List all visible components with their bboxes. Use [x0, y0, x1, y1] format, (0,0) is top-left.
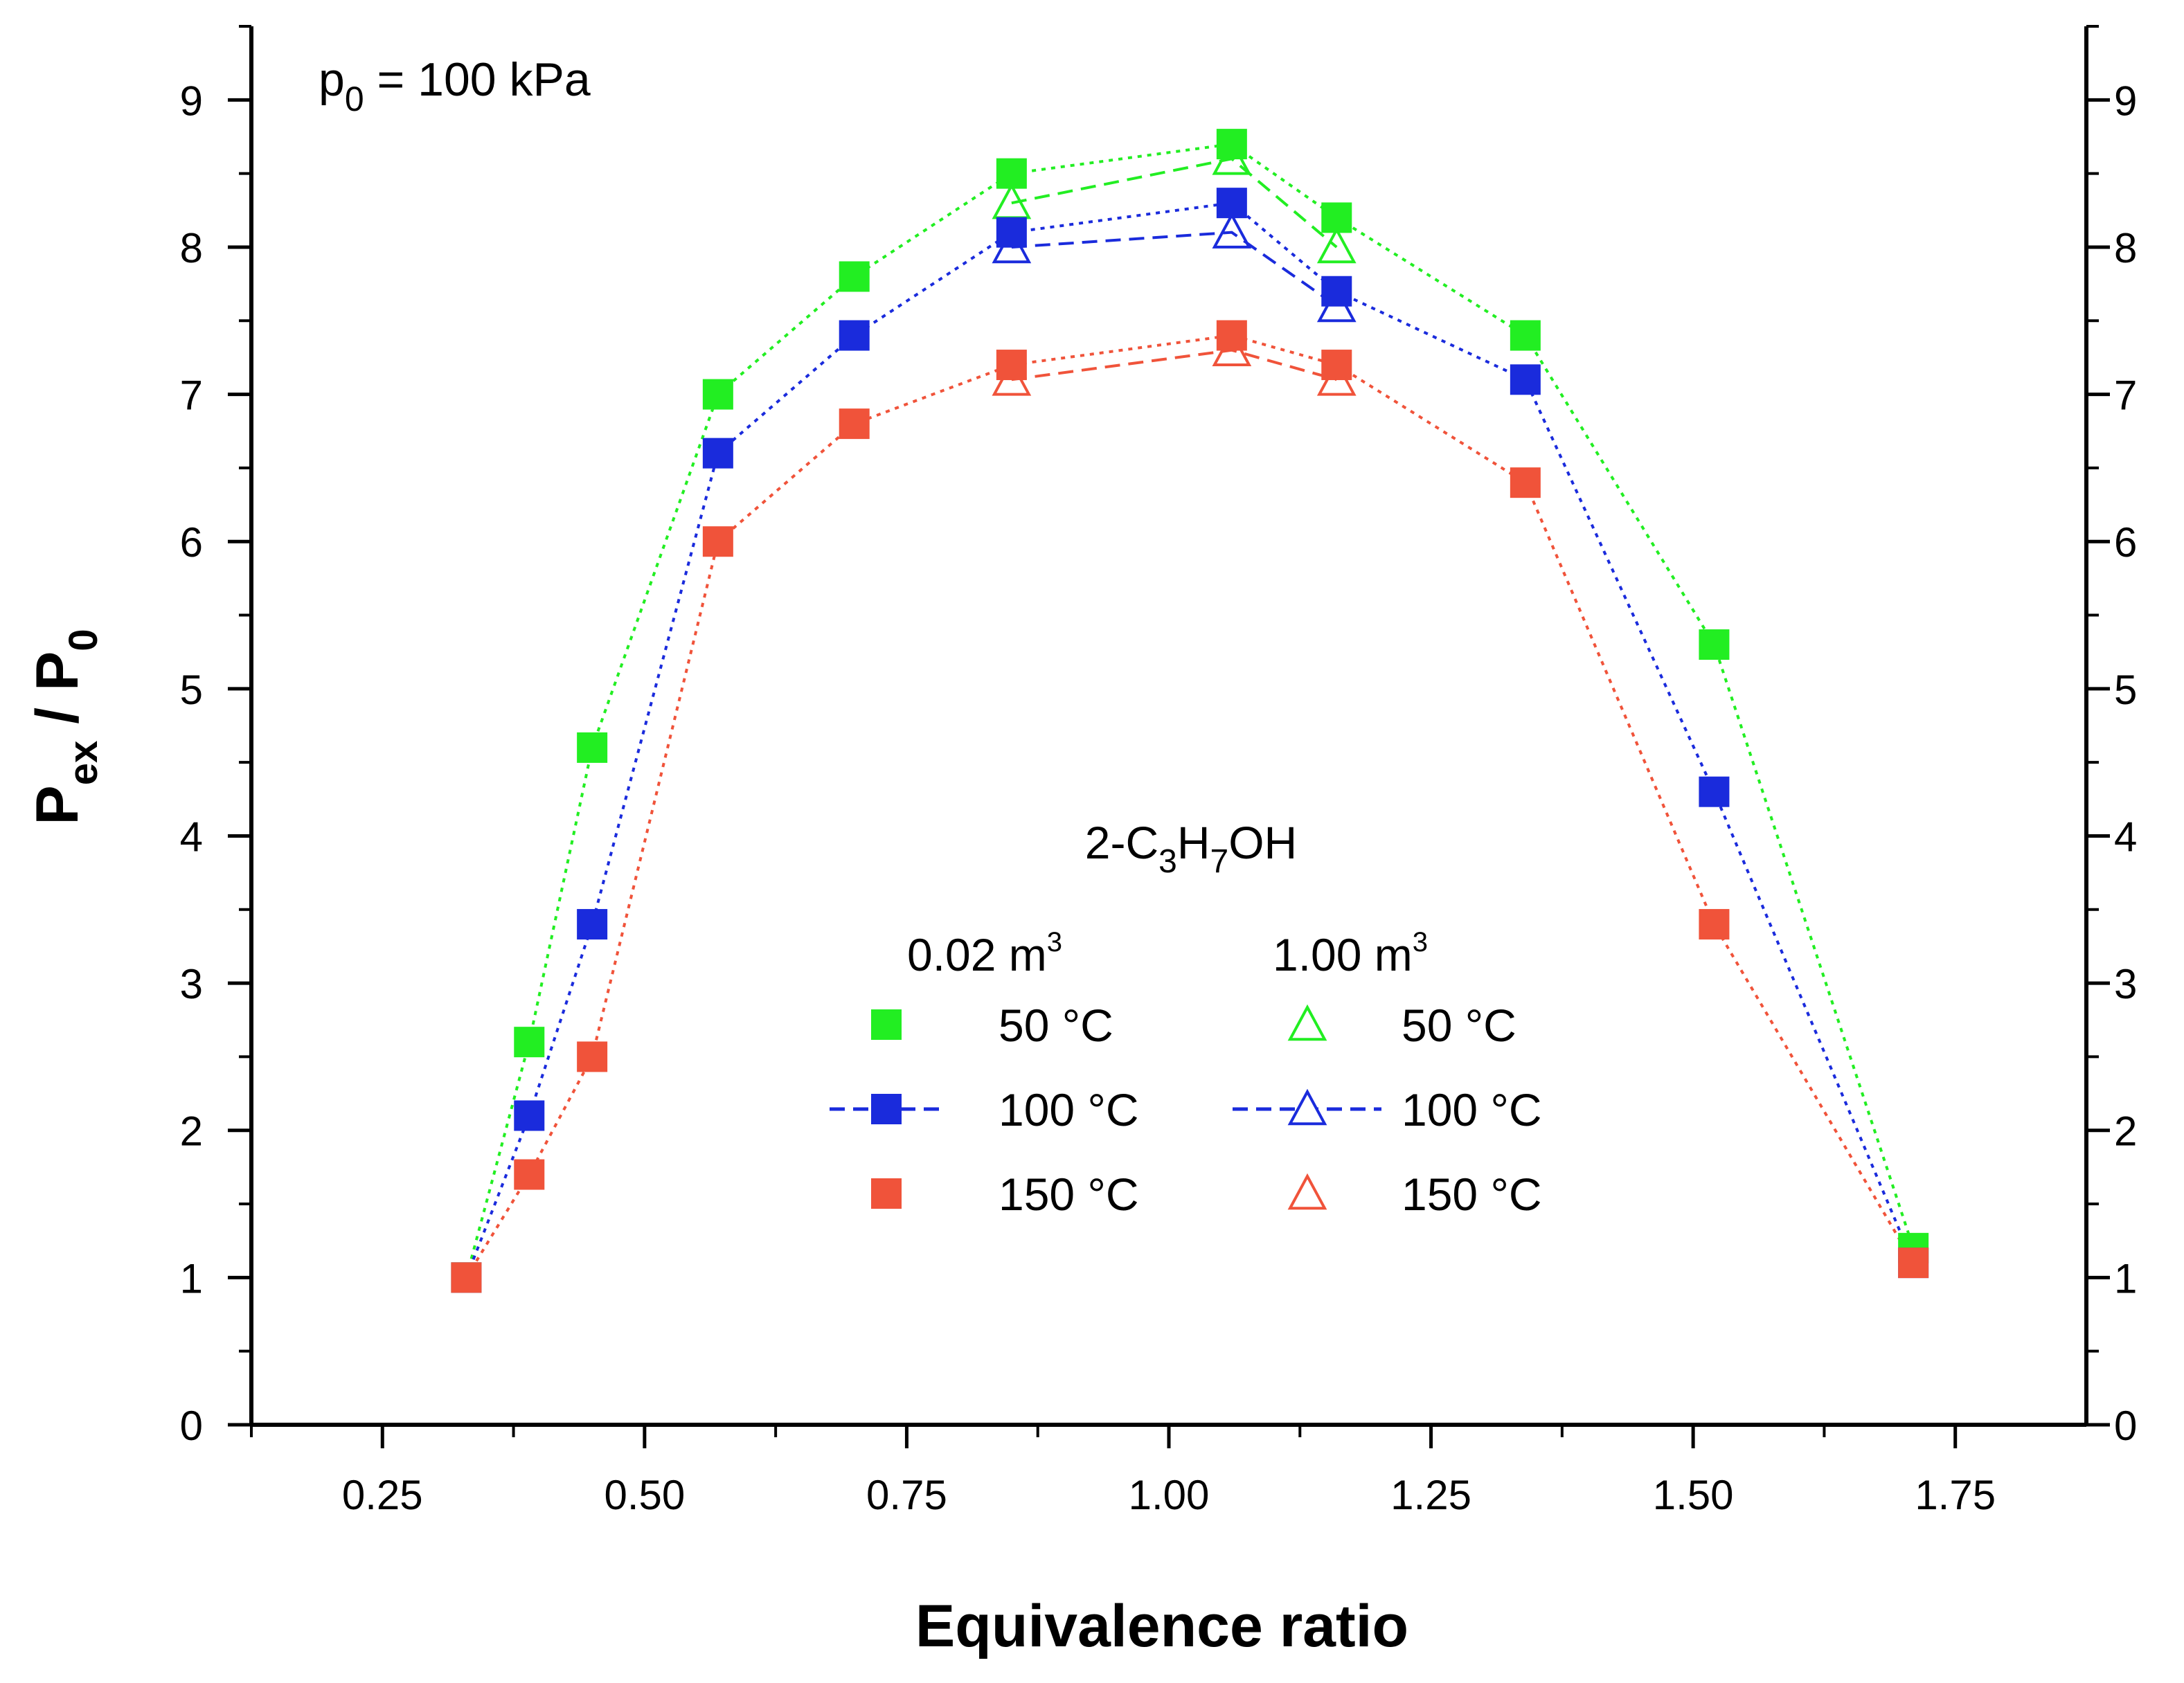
legend-triangle-marker: [1287, 1004, 1327, 1041]
legend-square-marker: [871, 1178, 902, 1209]
data-point-square: [1699, 776, 1730, 807]
legend-square-marker: [871, 1094, 902, 1124]
y-left-tick-label: 7: [180, 372, 203, 419]
data-point-square: [1699, 909, 1730, 940]
data-point-square: [1216, 129, 1247, 160]
y-left-tick-label: 8: [180, 225, 203, 271]
y-right-tick-label: 1: [2114, 1255, 2137, 1302]
data-point-square: [1510, 320, 1541, 351]
data-point-square: [996, 158, 1027, 189]
y-right-tick-label: 6: [2114, 519, 2137, 566]
series-line: [465, 143, 1915, 1278]
series-line: [1011, 231, 1338, 307]
x-tick-label: 1.75: [1915, 1472, 1996, 1518]
data-point-square: [577, 1041, 608, 1072]
y-right-tick-label: 2: [2114, 1108, 2137, 1155]
data-point-triangle: [1316, 226, 1357, 264]
data-point-square: [1510, 364, 1541, 395]
data-point-square: [514, 1027, 545, 1058]
data-point-square: [514, 1100, 545, 1131]
data-point-triangle: [1212, 212, 1252, 249]
y-left-tick-label: 0: [180, 1403, 203, 1449]
legend-entry-label: 50 °C: [999, 1000, 1113, 1051]
y-right-tick-label: 0: [2114, 1403, 2137, 1449]
y-left-tick-label: 2: [180, 1108, 203, 1155]
data-point-square: [839, 408, 870, 440]
data-point-square: [839, 320, 870, 351]
pressure-annotation: p0 = 100 kPa: [319, 53, 591, 118]
y-left-tick-label: 6: [180, 519, 203, 566]
data-point-square: [1699, 629, 1730, 660]
y-right-tick-label: 4: [2114, 813, 2137, 860]
y-right-tick-label: 8: [2114, 225, 2137, 271]
data-point-square: [1898, 1248, 1929, 1279]
data-point-square: [577, 732, 608, 763]
legend-entry-label: 150 °C: [999, 1169, 1139, 1220]
legend-square-marker: [871, 1009, 902, 1040]
legend-triangle-marker: [1287, 1173, 1327, 1210]
y-right-tick-label: 3: [2114, 961, 2137, 1007]
y-left-tick-label: 3: [180, 961, 203, 1007]
legend-compound-title: 2-C3H7OH: [1085, 817, 1297, 880]
legend-entry-label: 150 °C: [1402, 1169, 1542, 1220]
y-right-tick-label: 5: [2114, 667, 2137, 713]
y-axis-title: Pex / P0: [24, 629, 106, 825]
x-tick-label: 0.25: [342, 1472, 423, 1518]
y-right-tick-label: 7: [2114, 372, 2137, 419]
data-point-square: [702, 438, 733, 469]
x-tick-label: 0.50: [604, 1472, 685, 1518]
data-point-square: [702, 379, 733, 410]
x-tick-label: 0.75: [866, 1472, 947, 1518]
data-point-square: [451, 1262, 482, 1293]
data-point-square: [1321, 276, 1352, 307]
y-left-tick-label: 1: [180, 1255, 203, 1302]
legend-triangle-marker: [1287, 1088, 1327, 1126]
y-left-tick-label: 4: [180, 813, 203, 860]
legend-volume-small: 0.02 m3: [907, 927, 1062, 980]
series-line: [465, 201, 1915, 1279]
x-tick-label: 1.00: [1129, 1472, 1210, 1518]
data-point-square: [996, 350, 1027, 381]
y-left-tick-label: 9: [180, 78, 203, 124]
x-tick-label: 1.50: [1653, 1472, 1734, 1518]
legend-entry-label: 100 °C: [1402, 1084, 1542, 1135]
legend-entry-label: 50 °C: [1402, 1000, 1516, 1051]
data-point-square: [996, 217, 1027, 248]
data-point-square: [577, 909, 608, 940]
legend-entry-label: 100 °C: [999, 1084, 1139, 1135]
x-axis-title: Equivalence ratio: [915, 1593, 1408, 1659]
data-point-square: [702, 526, 733, 557]
data-point-square: [1216, 320, 1247, 351]
data-point-square: [1321, 202, 1352, 233]
y-left-tick-label: 5: [180, 667, 203, 713]
legend: 2-C3H7OH 0.02 m3 1.00 m3 50 °C 50 °C 100 °…: [830, 817, 1542, 1220]
data-point-square: [1321, 350, 1352, 381]
data-point-square: [839, 261, 870, 292]
data-point-square: [1216, 188, 1247, 219]
legend-volume-large: 1.00 m3: [1273, 927, 1428, 980]
x-tick-label: 1.25: [1390, 1472, 1471, 1518]
data-point-square: [1510, 467, 1541, 498]
data-point-square: [514, 1159, 545, 1190]
y-right-tick-label: 9: [2114, 78, 2137, 124]
